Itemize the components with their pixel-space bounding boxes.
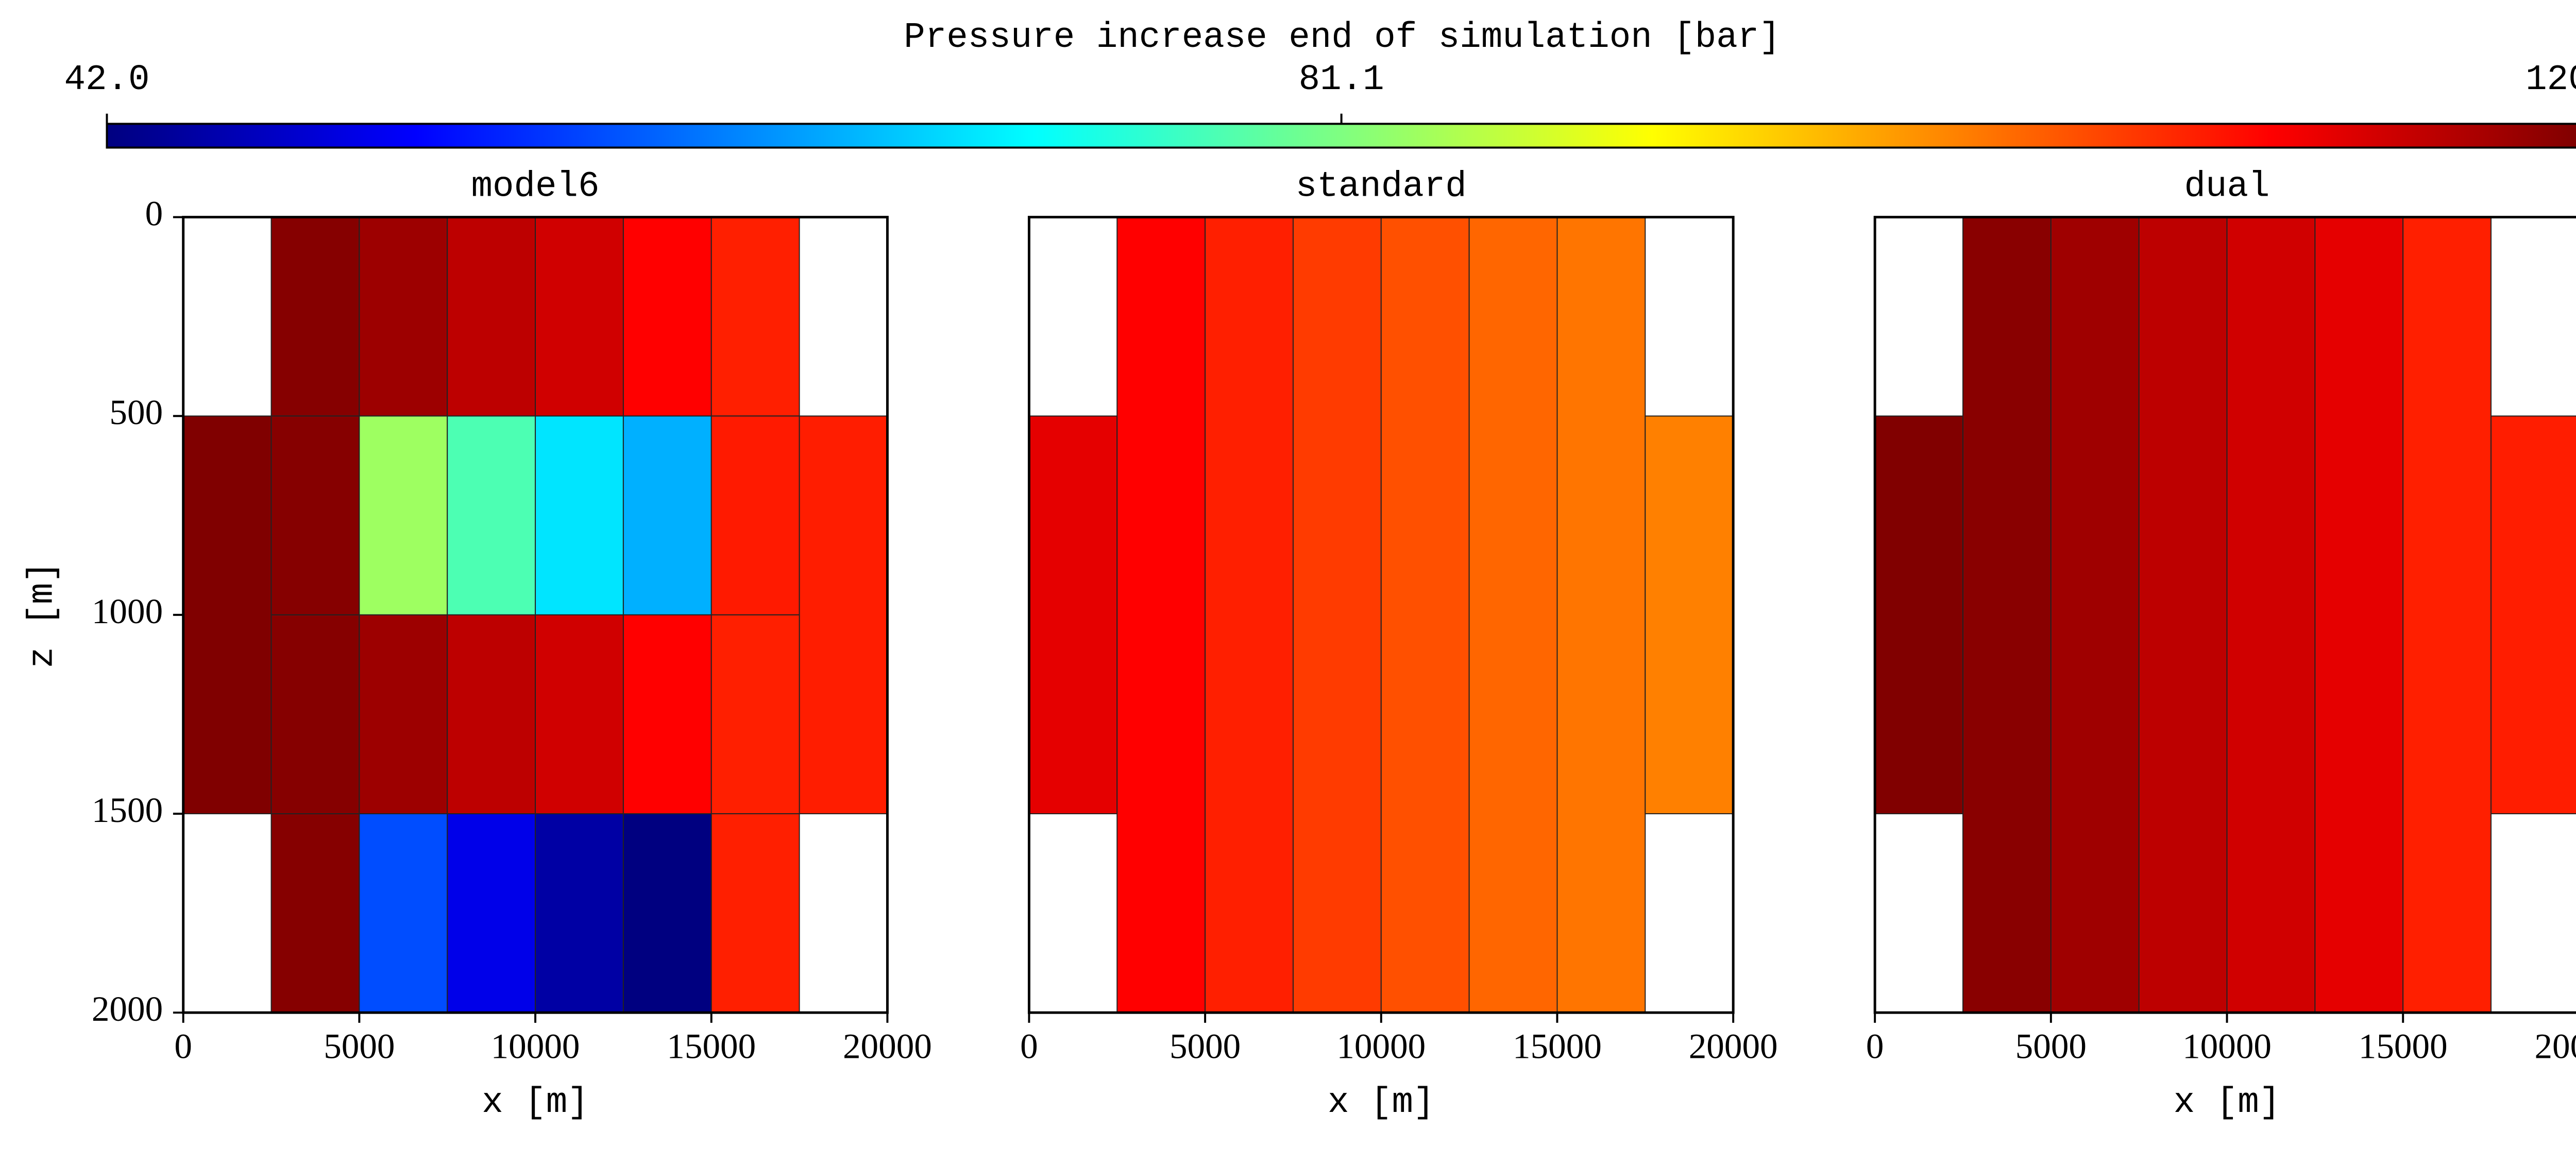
x-tick-label: 15000 bbox=[2359, 1026, 2448, 1066]
cell bbox=[1292, 216, 1382, 1014]
cell bbox=[447, 614, 536, 815]
cell bbox=[1116, 216, 1206, 1014]
x-tick-label: 20000 bbox=[843, 1026, 932, 1066]
colorbar-title: Pressure increase end of simulation [bar… bbox=[904, 17, 1781, 58]
y-tick-label: 0 bbox=[145, 193, 163, 233]
colorbar-tick-label: 81.1 bbox=[1299, 59, 1384, 100]
cell bbox=[1645, 415, 1734, 815]
x-tick-label: 0 bbox=[1020, 1026, 1038, 1066]
x-tick-label: 15000 bbox=[1513, 1026, 1602, 1066]
y-tick-label: 2000 bbox=[92, 989, 163, 1028]
cell bbox=[535, 614, 624, 815]
colorbar bbox=[106, 123, 2576, 149]
cell bbox=[447, 813, 536, 1014]
y-axis-label: z [m] bbox=[22, 561, 63, 668]
cell bbox=[1556, 216, 1646, 1014]
y-tick-label: 1000 bbox=[92, 591, 163, 631]
panel-title: dual bbox=[2184, 166, 2270, 207]
cell bbox=[1468, 216, 1558, 1014]
cell bbox=[1874, 415, 1964, 815]
cell bbox=[270, 415, 360, 615]
x-axis-label: x [m] bbox=[1328, 1082, 1435, 1123]
cell bbox=[622, 216, 712, 417]
x-axis-label: x [m] bbox=[2174, 1082, 2281, 1123]
cell bbox=[359, 415, 448, 615]
x-tick-label: 20000 bbox=[1689, 1026, 1778, 1066]
cell bbox=[2226, 216, 2316, 1014]
cell bbox=[535, 813, 624, 1014]
cell bbox=[622, 415, 712, 615]
cell bbox=[2490, 415, 2576, 815]
cell bbox=[447, 415, 536, 615]
cell bbox=[535, 415, 624, 615]
x-tick-label: 5000 bbox=[2015, 1026, 2087, 1066]
cell bbox=[1028, 415, 1118, 815]
y-tick-label: 1500 bbox=[92, 790, 163, 830]
cell bbox=[710, 415, 800, 615]
cell bbox=[2314, 216, 2404, 1014]
cell bbox=[359, 614, 448, 815]
panel-title: standard bbox=[1296, 166, 1467, 207]
cell bbox=[359, 813, 448, 1014]
x-tick-label: 5000 bbox=[324, 1026, 395, 1066]
cell bbox=[2402, 216, 2492, 1014]
cell bbox=[447, 216, 536, 417]
x-tick-label: 10000 bbox=[1336, 1026, 1426, 1066]
cell bbox=[2138, 216, 2228, 1014]
x-tick-label: 0 bbox=[1866, 1026, 1884, 1066]
cell bbox=[1962, 216, 2052, 1014]
cell bbox=[622, 614, 712, 815]
panel-title: model6 bbox=[471, 166, 600, 207]
cell bbox=[270, 614, 360, 815]
cell bbox=[622, 813, 712, 1014]
cell bbox=[799, 415, 888, 815]
x-tick-label: 10000 bbox=[491, 1026, 580, 1066]
cell bbox=[182, 415, 272, 815]
cell bbox=[1205, 216, 1294, 1014]
x-tick-label: 0 bbox=[174, 1026, 192, 1066]
y-tick-label: 500 bbox=[109, 392, 163, 432]
x-tick-label: 5000 bbox=[1170, 1026, 1241, 1066]
cell bbox=[359, 216, 448, 417]
cell bbox=[1380, 216, 1470, 1014]
cell bbox=[2050, 216, 2140, 1014]
x-tick-label: 10000 bbox=[2182, 1026, 2272, 1066]
cell bbox=[710, 614, 800, 815]
colorbar-tick-label: 120.3 bbox=[2526, 59, 2576, 100]
x-tick-label: 20000 bbox=[2534, 1026, 2576, 1066]
x-tick-label: 15000 bbox=[667, 1026, 756, 1066]
cell bbox=[270, 813, 360, 1014]
cell bbox=[270, 216, 360, 417]
colorbar-tick-label: 42.0 bbox=[64, 59, 149, 100]
x-axis-label: x [m] bbox=[482, 1082, 589, 1123]
cell bbox=[535, 216, 624, 417]
cell bbox=[710, 216, 800, 417]
cell bbox=[710, 813, 800, 1014]
